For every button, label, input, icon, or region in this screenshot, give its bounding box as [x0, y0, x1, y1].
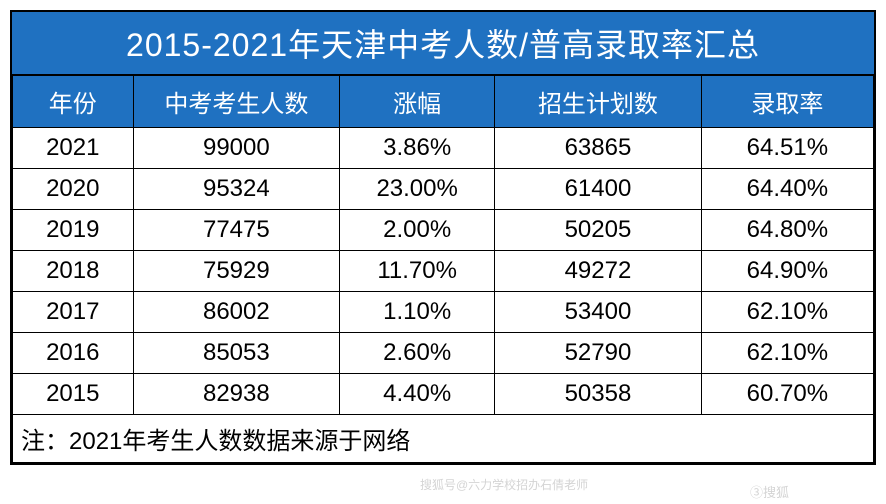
cell-plan: 50205: [495, 210, 702, 251]
cell-increase: 3.86%: [340, 128, 495, 169]
cell-rate: 62.10%: [701, 292, 873, 333]
table-row: 2018 75929 11.70% 49272 64.90%: [13, 251, 874, 292]
cell-year: 2016: [13, 333, 134, 374]
cell-plan: 50358: [495, 374, 702, 415]
watermark-logo: ③搜狐: [750, 482, 789, 501]
col-header-plan: 招生计划数: [495, 76, 702, 128]
table-title: 2015-2021年天津中考人数/普高录取率汇总: [126, 27, 760, 63]
cell-year: 2019: [13, 210, 134, 251]
table-title-row: 2015-2021年天津中考人数/普高录取率汇总: [12, 12, 874, 76]
table-row: 2016 85053 2.60% 52790 62.10%: [13, 333, 874, 374]
cell-increase: 23.00%: [340, 169, 495, 210]
cell-plan: 61400: [495, 169, 702, 210]
col-header-rate: 录取率: [701, 76, 873, 128]
cell-year: 2021: [13, 128, 134, 169]
col-header-increase: 涨幅: [340, 76, 495, 128]
cell-increase: 11.70%: [340, 251, 495, 292]
cell-examinees: 82938: [133, 374, 340, 415]
cell-examinees: 99000: [133, 128, 340, 169]
cell-rate: 64.80%: [701, 210, 873, 251]
cell-increase: 2.60%: [340, 333, 495, 374]
cell-plan: 53400: [495, 292, 702, 333]
table-row: 2020 95324 23.00% 61400 64.40%: [13, 169, 874, 210]
data-table: 年份 中考考生人数 涨幅 招生计划数 录取率 2021 99000 3.86% …: [12, 76, 874, 463]
cell-rate: 64.90%: [701, 251, 873, 292]
cell-increase: 1.10%: [340, 292, 495, 333]
cell-examinees: 75929: [133, 251, 340, 292]
cell-rate: 64.40%: [701, 169, 873, 210]
col-header-year: 年份: [13, 76, 134, 128]
watermark-text: 搜狐号@六力学校招办石倩老师: [420, 476, 588, 493]
cell-rate: 62.10%: [701, 333, 873, 374]
cell-plan: 52790: [495, 333, 702, 374]
cell-examinees: 77475: [133, 210, 340, 251]
cell-year: 2020: [13, 169, 134, 210]
cell-rate: 60.70%: [701, 374, 873, 415]
col-header-examinees: 中考考生人数: [133, 76, 340, 128]
cell-year: 2015: [13, 374, 134, 415]
data-table-container: 2015-2021年天津中考人数/普高录取率汇总 年份 中考考生人数 涨幅 招生…: [10, 10, 876, 465]
cell-plan: 63865: [495, 128, 702, 169]
cell-year: 2018: [13, 251, 134, 292]
cell-examinees: 95324: [133, 169, 340, 210]
cell-examinees: 86002: [133, 292, 340, 333]
table-row: 2021 99000 3.86% 63865 64.51%: [13, 128, 874, 169]
cell-plan: 49272: [495, 251, 702, 292]
table-row: 2017 86002 1.10% 53400 62.10%: [13, 292, 874, 333]
table-header-row: 年份 中考考生人数 涨幅 招生计划数 录取率: [13, 76, 874, 128]
table-row: 2019 77475 2.00% 50205 64.80%: [13, 210, 874, 251]
table-footer-note: 注：2021年考生人数数据来源于网络: [13, 415, 874, 463]
table-body: 2021 99000 3.86% 63865 64.51% 2020 95324…: [13, 128, 874, 463]
cell-rate: 64.51%: [701, 128, 873, 169]
cell-year: 2017: [13, 292, 134, 333]
cell-increase: 4.40%: [340, 374, 495, 415]
table-row: 2015 82938 4.40% 50358 60.70%: [13, 374, 874, 415]
cell-examinees: 85053: [133, 333, 340, 374]
cell-increase: 2.00%: [340, 210, 495, 251]
table-footer-row: 注：2021年考生人数数据来源于网络: [13, 415, 874, 463]
